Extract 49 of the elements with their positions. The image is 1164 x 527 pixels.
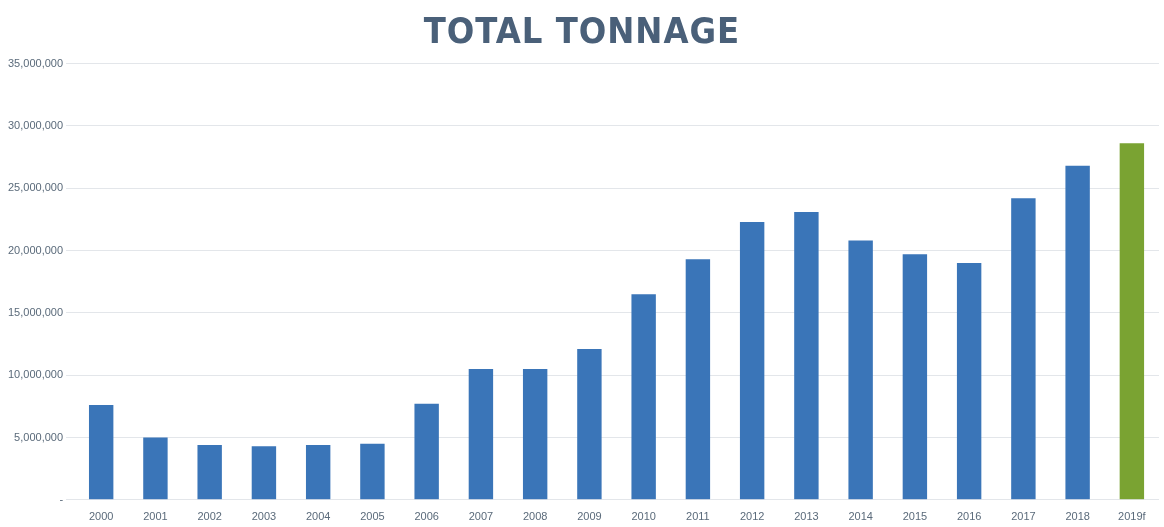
bar <box>88 405 114 500</box>
bar <box>522 368 548 500</box>
x-tick-label: 2009 <box>577 510 602 523</box>
x-tick-label: 2014 <box>848 510 873 523</box>
bar <box>631 294 656 500</box>
x-tick-label: 2013 <box>794 510 819 523</box>
y-tick-label: 35,000,000 <box>7 56 64 69</box>
bar <box>1011 198 1036 500</box>
bar <box>794 211 819 500</box>
y-tick-label: - <box>59 492 64 505</box>
x-tick-label: 2019f <box>1118 510 1147 523</box>
bar <box>143 437 168 500</box>
x-tick-label: 2016 <box>956 510 982 523</box>
y-tick-label: 10,000,000 <box>7 368 64 381</box>
x-tick-label: 2018 <box>1065 510 1090 523</box>
y-tick-label: 5,000,000 <box>14 430 64 443</box>
y-tick-label: 15,000,000 <box>7 305 64 318</box>
y-tick-label: 25,000,000 <box>7 181 64 194</box>
x-tick-label: 2005 <box>360 510 385 523</box>
x-tick-label: 2010 <box>631 510 656 523</box>
x-tick-label: 2006 <box>414 510 439 523</box>
bar <box>577 349 602 500</box>
bar <box>848 240 873 500</box>
bar <box>1065 165 1090 500</box>
bar <box>902 254 928 500</box>
bar <box>685 259 711 500</box>
x-tick-label: 2017 <box>1011 510 1036 523</box>
bar <box>1119 143 1145 500</box>
x-tick-label: 2002 <box>197 510 222 523</box>
x-tick-label: 2001 <box>143 510 168 523</box>
bar <box>360 443 385 500</box>
bar <box>739 221 765 500</box>
y-tick-label: 30,000,000 <box>7 118 64 131</box>
x-tick-label: 2011 <box>686 510 710 523</box>
bar <box>251 446 277 500</box>
bar <box>197 444 222 500</box>
bar <box>414 403 439 500</box>
bar <box>305 444 331 500</box>
bar <box>956 263 982 500</box>
chart-title: TOTAL TONNAGE <box>422 10 742 53</box>
x-tick-label: 2004 <box>305 510 331 523</box>
x-tick-label: 2003 <box>251 510 277 523</box>
bar <box>468 368 494 500</box>
x-tick-label: 2007 <box>468 510 494 523</box>
x-tick-label: 2000 <box>88 510 114 523</box>
x-tick-label: 2015 <box>902 510 928 523</box>
y-tick-label: 20,000,000 <box>7 243 64 256</box>
x-tick-label: 2008 <box>522 510 548 523</box>
x-tick-label: 2012 <box>739 510 765 523</box>
